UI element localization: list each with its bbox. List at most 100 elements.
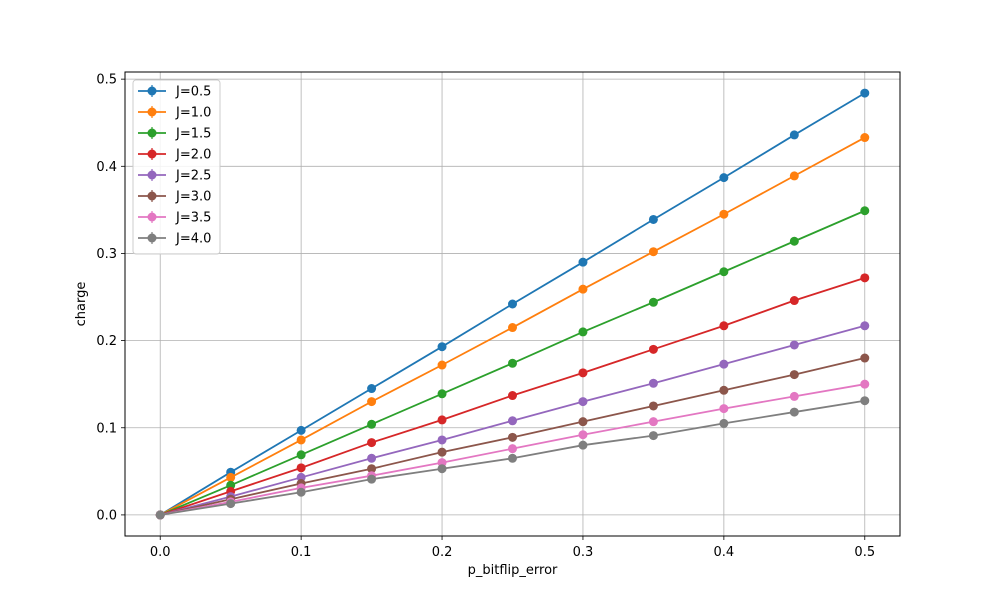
legend-item: J=4.0 <box>138 232 211 247</box>
x-tick-label: 0.2 <box>432 545 453 560</box>
data-point <box>155 510 165 520</box>
data-point <box>648 247 658 257</box>
legend-item: J=3.0 <box>138 190 211 205</box>
legend-label: J=3.5 <box>175 211 211 226</box>
legend: J=0.5 J=1.0 J=1.5 J=2.0 J=2.5 J=3.0 J=3.5 J=4.0 <box>132 79 221 255</box>
x-tick-label: 0.4 <box>714 545 735 560</box>
data-point <box>860 379 870 389</box>
data-point <box>578 368 588 378</box>
data-point <box>719 404 729 414</box>
data-point <box>226 499 236 509</box>
data-point <box>719 321 729 331</box>
data-point <box>367 453 377 463</box>
data-point <box>437 360 447 370</box>
data-point <box>296 450 306 460</box>
data-point <box>578 327 588 337</box>
data-point <box>226 472 236 482</box>
legend-marker <box>147 86 157 96</box>
data-point <box>648 417 658 427</box>
data-point <box>789 407 799 417</box>
legend-item: J=2.5 <box>138 169 211 184</box>
data-point <box>578 430 588 440</box>
data-point <box>296 435 306 445</box>
legend-label: J=0.5 <box>175 85 211 100</box>
data-point <box>508 432 517 442</box>
legend-item: J=0.5 <box>138 85 211 100</box>
data-point <box>508 416 517 426</box>
legend-label: J=4.0 <box>175 232 211 247</box>
data-point <box>437 435 447 445</box>
data-point <box>437 342 447 352</box>
data-point <box>789 296 799 306</box>
data-point <box>508 323 517 333</box>
legend-label: J=2.0 <box>175 148 211 163</box>
data-point <box>508 299 517 309</box>
data-point <box>578 257 588 267</box>
data-point <box>367 384 377 394</box>
data-point <box>719 267 729 277</box>
data-point <box>860 353 870 363</box>
data-point <box>508 444 517 454</box>
x-tick-label: 0.3 <box>573 545 594 560</box>
legend-label: J=3.0 <box>175 190 211 205</box>
data-point <box>367 397 377 407</box>
y-tick-label: 0.3 <box>96 247 117 262</box>
data-point <box>789 130 799 140</box>
data-point <box>719 173 729 183</box>
data-point <box>296 425 306 435</box>
x-tick-label: 0.0 <box>150 545 171 560</box>
legend-marker <box>147 191 157 201</box>
legend-label: J=2.5 <box>175 169 211 184</box>
data-point <box>578 440 588 450</box>
y-tick-label: 0.4 <box>96 160 117 175</box>
x-tick-label: 0.5 <box>854 545 875 560</box>
data-point <box>719 359 729 369</box>
series-J=4.0 <box>155 396 870 520</box>
legend-box <box>132 79 221 255</box>
data-point <box>789 236 799 246</box>
data-point <box>789 340 799 350</box>
data-point <box>508 453 517 463</box>
data-point <box>648 297 658 307</box>
legend-marker <box>147 170 157 180</box>
data-point <box>719 385 729 395</box>
data-point <box>296 463 306 473</box>
data-point <box>437 447 447 457</box>
x-axis-label: p_bitflip_error <box>468 563 558 578</box>
legend-marker <box>147 212 157 222</box>
data-point <box>860 273 870 283</box>
data-point <box>860 321 870 331</box>
data-point <box>367 438 377 448</box>
data-point <box>860 133 870 143</box>
data-point <box>719 418 729 428</box>
data-point <box>296 487 306 497</box>
grid-lines <box>125 72 900 536</box>
data-point <box>648 214 658 224</box>
data-point <box>860 206 870 216</box>
legend-marker <box>147 107 157 117</box>
data-point <box>367 419 377 429</box>
axis-ticks: 0.0 0.1 0.2 0.3 0.4 0.5 0.0 0.1 0.2 0.3 0.4 0.5 <box>96 73 875 560</box>
y-tick-label: 0.0 <box>96 508 117 523</box>
data-point <box>789 391 799 401</box>
series-J=3.0 <box>155 353 870 520</box>
plot-area-frame <box>124 71 901 537</box>
legend-item: J=1.5 <box>138 127 211 142</box>
data-point <box>437 415 447 425</box>
data-point <box>367 474 377 484</box>
x-tick-label: 0.1 <box>291 545 312 560</box>
y-tick-label: 0.2 <box>96 334 117 349</box>
series-J=1.0 <box>155 133 870 520</box>
data-point <box>648 378 658 388</box>
data-point <box>508 391 517 401</box>
data-point <box>367 464 377 474</box>
data-point <box>508 358 517 368</box>
data-point <box>578 417 588 427</box>
legend-marker <box>147 233 157 243</box>
data-point <box>437 464 447 474</box>
data-point <box>719 209 729 219</box>
data-point <box>860 396 870 406</box>
data-point <box>648 344 658 354</box>
legend-item: J=1.0 <box>138 106 211 121</box>
